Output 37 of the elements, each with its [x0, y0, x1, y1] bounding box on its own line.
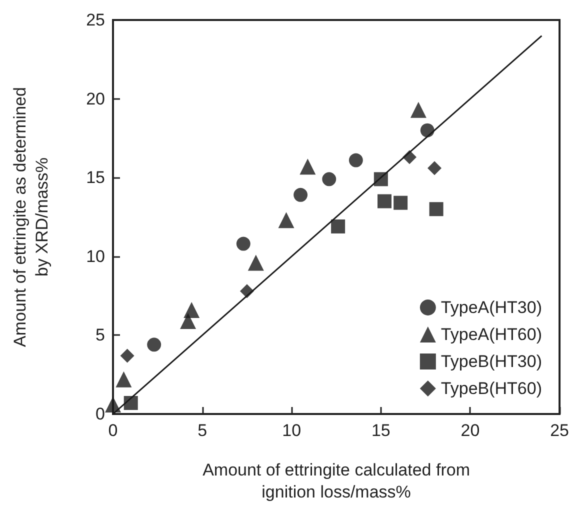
x-axis-title: Amount of ettringite calculated from ignition loss/mass% [202, 460, 470, 502]
point [147, 338, 162, 352]
x-tick-label: 10 [282, 421, 302, 440]
point [236, 236, 250, 251]
x-tick-label: 0 [108, 421, 118, 440]
point [278, 212, 294, 228]
point [378, 194, 392, 208]
point [248, 254, 264, 271]
legend-label: TypeB(HT60) [440, 379, 542, 398]
point [322, 172, 336, 186]
x-tick-label: 5 [198, 421, 208, 440]
point [428, 161, 442, 176]
x-tick-label: 20 [460, 421, 480, 440]
legend-label: TypeB(HT30) [440, 352, 542, 371]
y-tick-label: 20 [86, 89, 105, 108]
point [116, 371, 132, 388]
y-tick-label: 10 [86, 246, 105, 266]
y-tick-label: 0 [96, 404, 105, 424]
point [331, 219, 346, 234]
x-tick-label: 15 [371, 421, 390, 440]
legend-label: TypeA(HT60) [440, 325, 542, 344]
point [184, 302, 200, 318]
y-tick-label: 15 [86, 168, 105, 188]
point [410, 102, 426, 118]
point [300, 158, 316, 175]
y-tick-label: 25 [86, 10, 105, 30]
point [429, 202, 444, 216]
x-tick-label: 25 [550, 421, 570, 440]
point [120, 348, 134, 363]
legend-label: TypeA(HT30) [440, 298, 542, 317]
point [124, 396, 138, 410]
y-axis-title: Amount of ettringite as determined by XRD/mass% [10, 87, 52, 347]
point [105, 396, 121, 413]
y-tick-label: 5 [96, 326, 105, 345]
point [394, 196, 408, 210]
point [294, 188, 308, 202]
point [348, 153, 363, 168]
